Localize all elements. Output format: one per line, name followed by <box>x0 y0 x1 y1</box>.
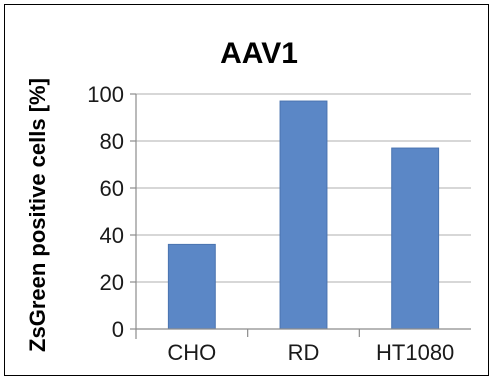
y-tick-labels: 0 20 40 60 80 100 <box>87 82 124 342</box>
bar-rd <box>279 100 328 330</box>
y-tick-label: 40 <box>100 223 124 248</box>
x-tick-labels: CHO RD HT1080 <box>167 340 454 365</box>
y-tick-label: 100 <box>87 82 124 107</box>
y-tick-label: 60 <box>100 176 124 201</box>
y-tick-label: 20 <box>100 270 124 295</box>
y-axis-label: ZsGreen positive cells [%] <box>25 78 50 352</box>
y-tick-label: 80 <box>100 129 124 154</box>
bar-cho <box>167 243 216 330</box>
chart-title: AAV1 <box>220 37 298 70</box>
bar-ht1080 <box>391 147 440 330</box>
y-tick-label: 0 <box>112 317 124 342</box>
axes <box>130 93 471 339</box>
x-tick-label: RD <box>288 340 320 365</box>
chart-frame: AAV1 ZsGreen positive cells [%] 0 20 40 60 8… <box>4 4 489 376</box>
x-tick-label: CHO <box>167 340 216 365</box>
bar-chart: AAV1 ZsGreen positive cells [%] 0 20 40 60 8… <box>25 37 471 365</box>
bars <box>167 100 440 330</box>
x-tick-label: HT1080 <box>376 340 454 365</box>
